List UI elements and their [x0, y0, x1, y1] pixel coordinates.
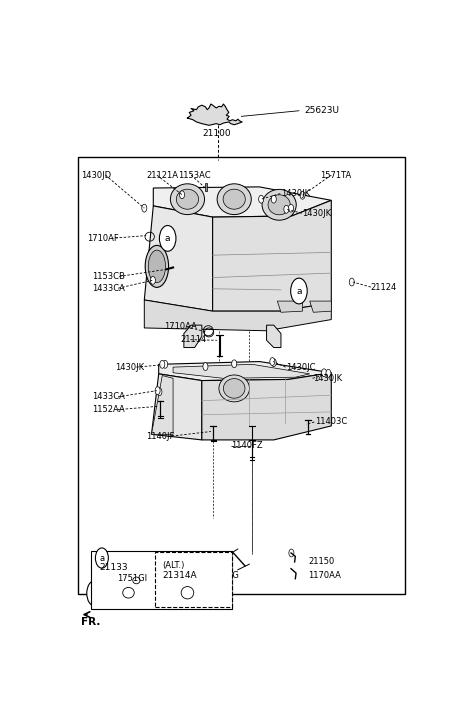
Bar: [78, 157, 404, 594]
Text: a: a: [164, 234, 170, 243]
Text: 1430JK: 1430JK: [313, 374, 342, 383]
Text: 1153CB: 1153CB: [92, 272, 125, 281]
Polygon shape: [212, 201, 331, 311]
Text: 1430JK: 1430JK: [281, 189, 309, 198]
Ellipse shape: [176, 189, 198, 209]
Polygon shape: [183, 325, 201, 348]
Text: 21124: 21124: [370, 283, 396, 292]
Polygon shape: [151, 376, 173, 434]
Text: 1571TA: 1571TA: [320, 171, 351, 180]
Circle shape: [258, 196, 263, 203]
Circle shape: [283, 205, 288, 213]
Circle shape: [150, 276, 155, 284]
Polygon shape: [151, 374, 201, 440]
Circle shape: [87, 580, 103, 606]
Text: 21100: 21100: [201, 129, 230, 137]
Ellipse shape: [262, 190, 295, 220]
Text: 1430JD: 1430JD: [81, 171, 111, 180]
Polygon shape: [144, 300, 331, 331]
Polygon shape: [187, 104, 242, 125]
Text: 21114: 21114: [180, 335, 206, 344]
Ellipse shape: [217, 184, 251, 214]
Polygon shape: [153, 187, 331, 217]
Text: 1140FZ: 1140FZ: [230, 441, 262, 450]
Text: 21314A: 21314A: [162, 571, 196, 580]
Text: 1433CA: 1433CA: [92, 284, 125, 293]
Text: a: a: [99, 553, 104, 563]
Polygon shape: [277, 301, 302, 313]
Circle shape: [271, 196, 275, 203]
Text: 1430JK: 1430JK: [302, 209, 331, 217]
Circle shape: [159, 361, 164, 369]
Circle shape: [155, 387, 160, 395]
Polygon shape: [144, 206, 212, 311]
Circle shape: [300, 191, 304, 199]
Bar: [91, 551, 231, 609]
Circle shape: [159, 225, 175, 252]
Text: 21150: 21150: [307, 558, 333, 566]
Polygon shape: [201, 373, 331, 440]
Polygon shape: [173, 364, 309, 378]
Ellipse shape: [145, 246, 168, 287]
Circle shape: [163, 361, 167, 369]
Bar: [155, 553, 231, 607]
Text: 1140HG: 1140HG: [205, 571, 239, 580]
Text: 1710AF: 1710AF: [88, 234, 119, 243]
Circle shape: [156, 387, 162, 395]
Ellipse shape: [223, 379, 244, 398]
Circle shape: [269, 358, 274, 366]
Text: a: a: [295, 286, 301, 295]
Text: 1152AA: 1152AA: [92, 405, 125, 414]
Text: 1430JC: 1430JC: [286, 363, 315, 371]
Text: 1433CA: 1433CA: [92, 393, 125, 401]
Text: a: a: [92, 589, 98, 598]
Circle shape: [95, 548, 108, 568]
Circle shape: [231, 360, 236, 368]
Text: 1430JK: 1430JK: [115, 363, 144, 371]
Ellipse shape: [170, 184, 204, 214]
Bar: [204, 183, 206, 190]
Text: 1710AA: 1710AA: [164, 322, 196, 332]
Ellipse shape: [148, 250, 165, 283]
Ellipse shape: [223, 189, 245, 209]
Circle shape: [288, 204, 293, 212]
Text: 21121A: 21121A: [146, 171, 178, 180]
Text: 21133: 21133: [99, 563, 128, 572]
Circle shape: [325, 369, 330, 377]
Polygon shape: [309, 301, 331, 313]
Circle shape: [271, 358, 275, 366]
Text: 1751GI: 1751GI: [117, 574, 147, 583]
Circle shape: [349, 278, 354, 286]
Text: 1153AC: 1153AC: [178, 171, 211, 180]
Text: (ALT.): (ALT.): [162, 561, 184, 571]
Circle shape: [202, 363, 207, 371]
Text: FR.: FR.: [81, 617, 100, 627]
Text: 11403C: 11403C: [314, 417, 347, 427]
Text: 1170AA: 1170AA: [307, 571, 340, 580]
Circle shape: [142, 204, 146, 212]
Circle shape: [290, 278, 307, 304]
Circle shape: [179, 190, 184, 198]
Text: 1140JF: 1140JF: [146, 432, 174, 441]
Polygon shape: [158, 361, 331, 380]
Ellipse shape: [268, 195, 290, 214]
Circle shape: [321, 369, 326, 377]
Polygon shape: [266, 325, 281, 348]
Ellipse shape: [219, 375, 249, 402]
Text: 25623U: 25623U: [304, 106, 338, 116]
